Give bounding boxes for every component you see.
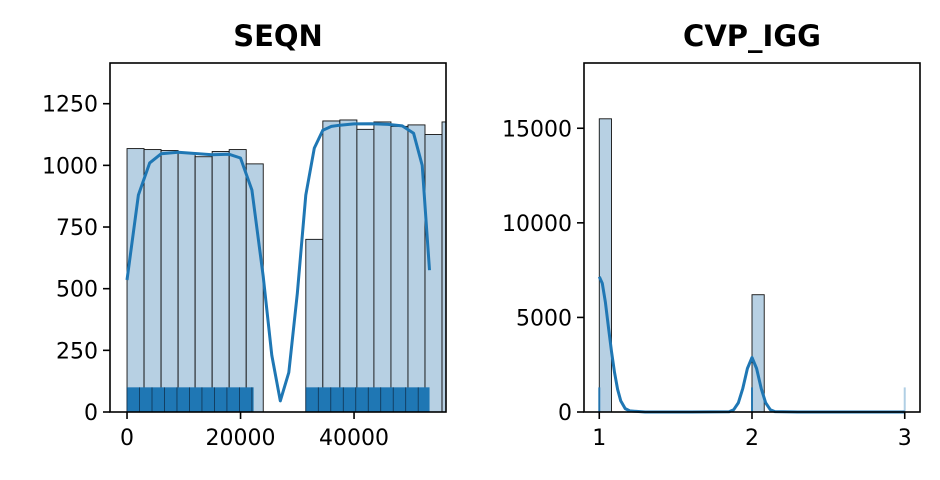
x-tick-label: 40000 [319, 426, 389, 451]
histogram-bar [211, 151, 230, 413]
x-axis-ticks: 1 2 3 [592, 412, 912, 451]
x-axis-ticks: 0 20000 40000 [120, 412, 389, 451]
histogram-bar [228, 149, 247, 413]
histogram-bar [373, 121, 392, 413]
histogram-bar [177, 152, 196, 413]
rug-marks [598, 387, 906, 412]
y-axis-ticks: 0 250 500 750 1000 1250 [42, 93, 110, 426]
chart-seqn: SEQN 0 20000 40000 0 250 500 750 1000 1250 [42, 19, 447, 451]
rug-band [305, 387, 430, 412]
histogram-bar [305, 238, 324, 413]
y-tick-label: 500 [56, 278, 98, 303]
chart-title: SEQN [233, 19, 323, 53]
y-tick-label: 750 [56, 216, 98, 241]
y-tick-label: 250 [56, 339, 98, 364]
kde-line [125, 122, 431, 403]
y-axis-ticks: 0 5000 10000 15000 [502, 117, 584, 426]
y-tick-label: 1250 [42, 93, 98, 118]
y-tick-label: 0 [84, 401, 98, 426]
histogram-bar [356, 128, 375, 413]
x-tick-label: 20000 [206, 426, 276, 451]
kde-line [597, 276, 905, 414]
histogram-bar [160, 150, 179, 413]
histogram-bar [322, 120, 341, 413]
histogram-bar [598, 118, 612, 413]
histogram-bars [598, 118, 765, 413]
y-tick-label: 15000 [502, 117, 572, 142]
histogram-bar [424, 134, 443, 413]
y-tick-label: 1000 [42, 154, 98, 179]
x-tick-label: 3 [898, 426, 912, 451]
histogram-bars [126, 119, 447, 413]
y-tick-label: 5000 [516, 306, 572, 331]
chart-cvp-igg: CVP_IGG 1 2 3 0 5000 10000 15000 [502, 19, 921, 451]
y-tick-label: 10000 [502, 212, 572, 237]
histogram-bar [390, 125, 409, 413]
y-tick-label: 0 [558, 401, 572, 426]
plot-frame [109, 62, 447, 413]
x-tick-label: 0 [120, 426, 134, 451]
x-tick-label: 1 [592, 426, 606, 451]
rug-band [127, 387, 254, 412]
chart-title: CVP_IGG [683, 19, 821, 53]
x-tick-label: 2 [745, 426, 759, 451]
histogram-bar [194, 156, 213, 413]
rug-marks [126, 387, 430, 412]
histogram-bar [143, 149, 162, 413]
histogram-bar [339, 119, 358, 413]
